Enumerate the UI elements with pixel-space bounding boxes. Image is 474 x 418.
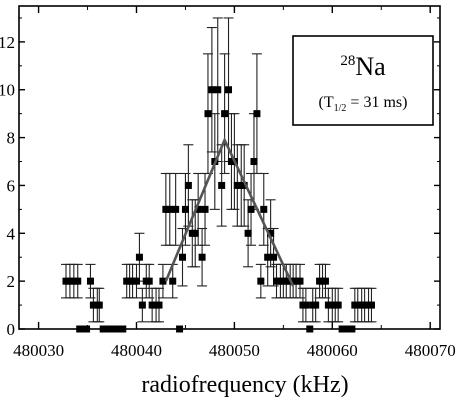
- axis-ticks: [19, 6, 440, 330]
- data-point: [296, 277, 304, 285]
- annotation-box: 28Na (T1/2 = 31 ms): [292, 35, 434, 126]
- annotation-element: Na: [355, 52, 386, 81]
- y-tick-label: 0: [7, 320, 16, 339]
- data-point: [264, 253, 272, 261]
- x-tick-label: 480070: [405, 341, 456, 360]
- data-point: [244, 229, 252, 237]
- data-point: [247, 205, 255, 213]
- data-point: [181, 205, 189, 213]
- data-point: [324, 301, 332, 309]
- data-point: [240, 181, 248, 189]
- data-point: [348, 325, 356, 333]
- data-point: [169, 277, 177, 285]
- data-point: [194, 205, 202, 213]
- y-tick-label: 2: [7, 272, 16, 291]
- data-point: [109, 325, 117, 333]
- data-point: [129, 277, 137, 285]
- data-point: [198, 253, 206, 261]
- y-tick-labels: 0 2 4 6 8 10 12: [0, 33, 16, 339]
- half-life-open: (T: [319, 94, 334, 111]
- annotation-mass-number: 28: [340, 53, 355, 69]
- x-tick-label: 480060: [307, 341, 358, 360]
- data-point: [159, 277, 167, 285]
- data-point: [132, 277, 140, 285]
- x-tick-label: 480030: [13, 341, 64, 360]
- data-point: [191, 229, 199, 237]
- data-point: [176, 325, 184, 333]
- data-point: [334, 301, 342, 309]
- data-point: [367, 301, 375, 309]
- data-points: [62, 86, 375, 333]
- data-point: [354, 301, 362, 309]
- data-point: [201, 205, 209, 213]
- data-point: [257, 277, 265, 285]
- data-point: [179, 253, 187, 261]
- data-point: [221, 110, 229, 118]
- data-point: [79, 325, 87, 333]
- data-point: [361, 301, 369, 309]
- data-point: [204, 110, 212, 118]
- data-point: [83, 325, 91, 333]
- annotation-frame: [292, 35, 434, 126]
- y-tick-label: 6: [7, 176, 16, 195]
- data-point: [184, 181, 192, 189]
- data-point: [292, 277, 300, 285]
- x-tick-label: 480050: [209, 341, 260, 360]
- data-point: [302, 301, 310, 309]
- data-point: [138, 301, 146, 309]
- annotation-nucleus: 28Na: [340, 52, 386, 81]
- data-point: [86, 277, 94, 285]
- x-tick-label: 480040: [111, 341, 162, 360]
- data-point: [99, 325, 107, 333]
- plot-frame: [18, 5, 441, 330]
- data-point: [218, 181, 226, 189]
- data-point: [74, 277, 82, 285]
- data-point: [70, 277, 78, 285]
- data-point: [89, 301, 97, 309]
- data-point: [145, 277, 153, 285]
- data-point: [321, 277, 329, 285]
- data-point: [95, 301, 103, 309]
- data-point: [148, 301, 156, 309]
- data-point: [344, 325, 352, 333]
- data-point: [312, 301, 320, 309]
- fit-line: [164, 136, 295, 287]
- data-point: [135, 253, 143, 261]
- data-point: [119, 325, 127, 333]
- data-point: [225, 86, 233, 94]
- y-tick-label: 4: [7, 224, 16, 243]
- data-point: [62, 277, 70, 285]
- data-point: [172, 205, 180, 213]
- data-point: [270, 253, 278, 261]
- data-point: [214, 86, 222, 94]
- data-point: [306, 325, 314, 333]
- data-point: [155, 301, 163, 309]
- data-point: [233, 181, 241, 189]
- half-life-rest: = 31 ms): [346, 94, 407, 111]
- data-point: [113, 325, 121, 333]
- data-point: [267, 229, 275, 237]
- data-point: [272, 277, 280, 285]
- y-tick-label: 10: [0, 81, 15, 100]
- y-tick-label: 12: [0, 33, 15, 52]
- y-tick-label: 8: [7, 129, 16, 148]
- data-point: [66, 277, 74, 285]
- data-point: [282, 277, 290, 285]
- data-point: [208, 86, 216, 94]
- x-tick-labels: 480030 480040 480050 480060 480070: [13, 341, 456, 360]
- x-axis-label: radiofrequency (kHz): [141, 372, 348, 398]
- data-point: [250, 158, 258, 166]
- data-point: [253, 110, 261, 118]
- data-point: [166, 205, 174, 213]
- half-life-subscript: 1/2: [334, 103, 347, 114]
- data-point: [162, 205, 170, 213]
- data-point: [260, 205, 268, 213]
- annotation-half-life: (T1/2 = 31 ms): [319, 94, 408, 114]
